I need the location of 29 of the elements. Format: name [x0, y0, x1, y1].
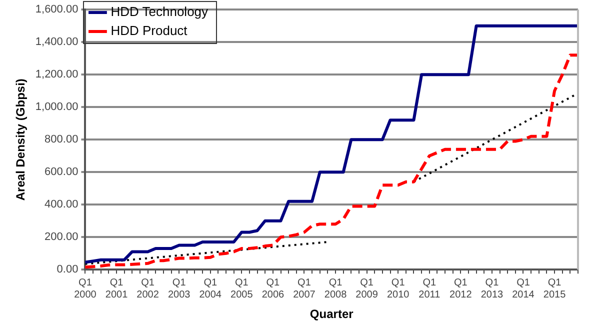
- x-tick-label: Q1 2005: [230, 277, 254, 300]
- y-tick-label: 1,400.00: [35, 36, 78, 48]
- x-tick-label: Q1 2010: [386, 277, 410, 300]
- x-tick-label: Q1 2007: [293, 277, 316, 300]
- y-tick-label: 600.00: [44, 166, 78, 178]
- y-axis-title: Areal Density (Gbpsi): [14, 78, 28, 201]
- y-tick-label: 800.00: [44, 134, 78, 146]
- y-tick-label: 400.00: [44, 198, 78, 211]
- x-axis-title: Quarter: [310, 307, 354, 322]
- x-tick-label: Q1 2015: [543, 277, 566, 300]
- x-tick-label: Q1 2004: [199, 277, 222, 300]
- x-tick-label: Q1 2003: [168, 277, 191, 300]
- y-tick-label: 200.00: [44, 231, 78, 244]
- x-tick-label: Q1 2013: [480, 277, 504, 300]
- x-tick-label: Q1 2012: [450, 277, 472, 300]
- y-tick-label: 1,000.00: [35, 101, 78, 114]
- x-tick-label: Q1 2014: [512, 277, 535, 300]
- y-tick-label: 1,200.00: [35, 68, 78, 81]
- x-tick-label: Q1 2002: [136, 277, 160, 300]
- y-tick-label: 1,600.00: [35, 4, 78, 16]
- x-tick-label: Q1 2000: [74, 277, 97, 300]
- x-tick-label: Q1 2006: [262, 277, 285, 300]
- legend-label: HDD Technology: [110, 4, 209, 20]
- x-tick-label: Q1 2008: [324, 277, 348, 300]
- x-tick-label: Q1 2001: [105, 277, 128, 300]
- x-tick-label: Q1 2009: [356, 277, 378, 300]
- legend-label: HDD Product: [110, 23, 188, 38]
- x-tick-label: Q1 2011: [418, 277, 441, 300]
- y-tick-label: 0.00: [56, 264, 78, 276]
